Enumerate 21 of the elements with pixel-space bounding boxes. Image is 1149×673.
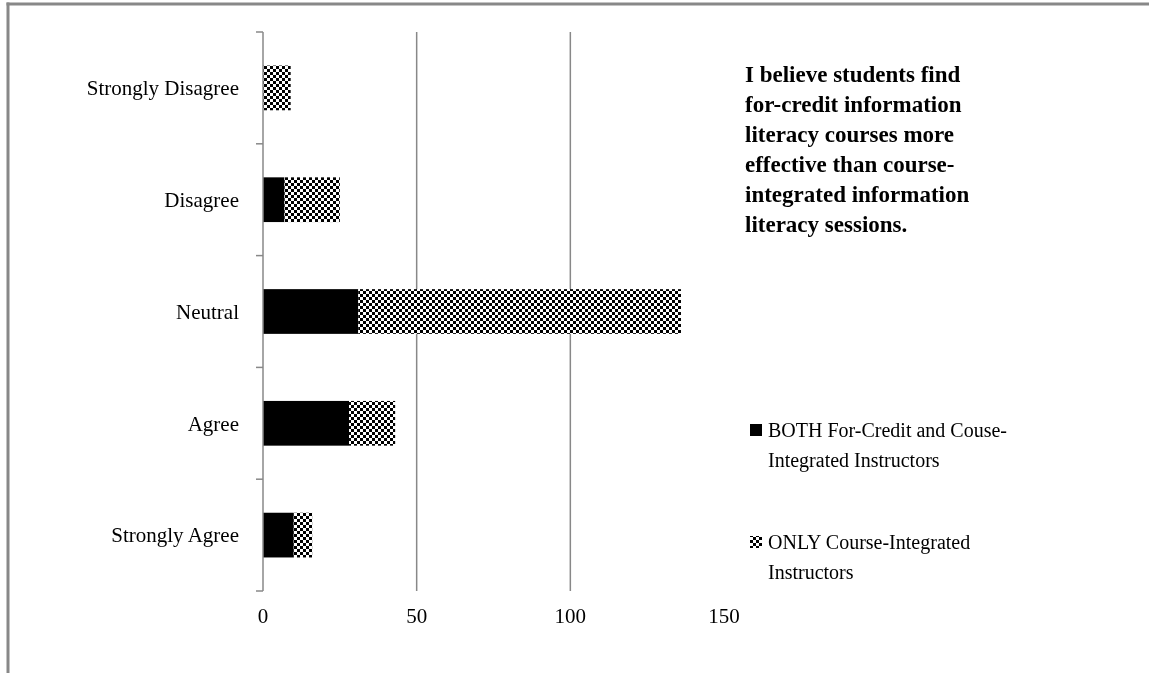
legend-label: BOTH For-Credit and Couse-Integrated Instructors [768,419,1008,472]
bar [263,512,294,558]
bar [284,177,340,223]
x-tick-label: 50 [406,604,428,628]
y-tick-label: Neutral [176,299,240,324]
y-tick-label: Agree [187,411,239,436]
y-tick-label: Strongly Disagree [86,76,239,101]
y-tick-label: Strongly Agree [111,523,239,548]
bar [293,512,313,558]
y-tick-label: Disagree [164,188,239,213]
x-tick-label: 150 [708,604,740,628]
bar [358,289,681,334]
legend-label: ONLY Course-Integrated Instructors [768,531,971,583]
bar [263,289,359,334]
bar [263,177,285,223]
x-tick-label: 0 [257,604,269,628]
text: I believe students find for-credit information literacy courses more effective than course-integrated information literacy sessions. [745,62,970,237]
bar [263,65,291,111]
bar [349,400,396,446]
bar [263,400,350,446]
x-tick-label: 100 [554,604,587,628]
